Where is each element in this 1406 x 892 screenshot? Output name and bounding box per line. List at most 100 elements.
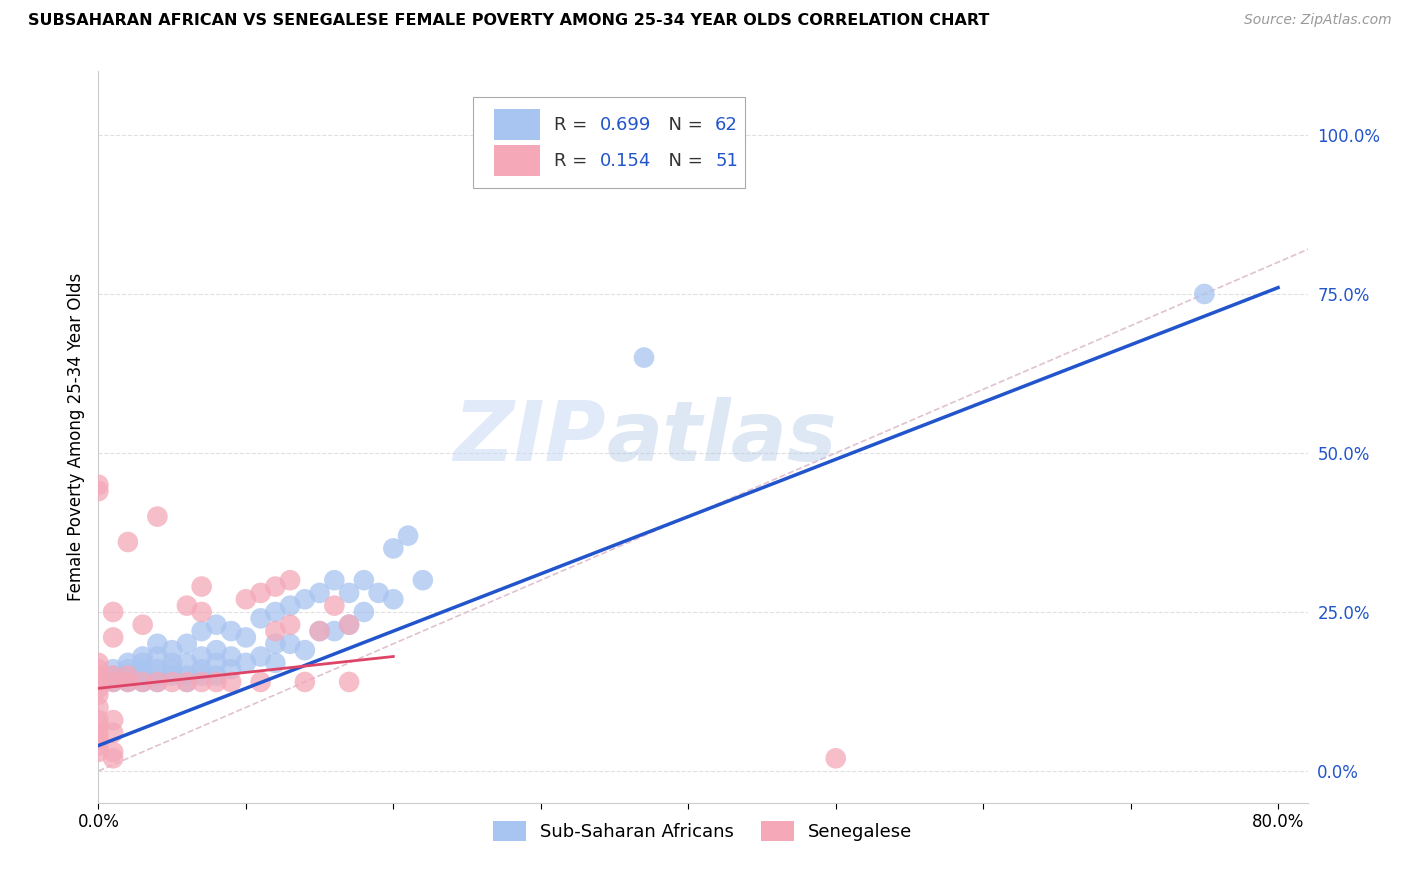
Point [87,484,110,499]
Point [87,668,110,682]
Text: 62: 62 [716,116,738,134]
Point [278,637,301,651]
Point [117,662,139,676]
Point [190,649,212,664]
Point [205,656,228,670]
Point [87,681,110,696]
Point [117,656,139,670]
Point [235,592,257,607]
Point [308,624,330,638]
Point [219,675,242,690]
Point [101,745,124,759]
Point [278,599,301,613]
Point [131,675,153,690]
Point [190,675,212,690]
Point [264,624,287,638]
Point [249,611,271,625]
Point [190,605,212,619]
Point [87,745,110,759]
Point [101,675,124,690]
Text: 0.154: 0.154 [600,152,651,169]
Point [117,675,139,690]
Point [87,739,110,753]
Text: N =: N = [657,116,709,134]
Point [382,541,405,556]
Point [160,656,183,670]
Point [101,631,124,645]
Point [131,656,153,670]
Point [101,675,124,690]
Point [249,675,271,690]
Point [117,668,139,682]
Point [146,675,169,690]
Point [176,675,198,690]
Point [235,656,257,670]
Point [146,675,169,690]
Point [87,675,110,690]
Point [101,668,124,682]
Text: 0.699: 0.699 [600,116,651,134]
Point [264,580,287,594]
Point [101,668,124,682]
Point [131,668,153,682]
Point [131,617,153,632]
Point [117,535,139,549]
Point [160,662,183,676]
Point [117,668,139,682]
Point [131,675,153,690]
Point [146,509,169,524]
Point [294,675,316,690]
Point [131,662,153,676]
Point [87,662,110,676]
Point [146,662,169,676]
FancyBboxPatch shape [474,97,745,188]
Point [264,637,287,651]
Point [353,605,375,619]
Y-axis label: Female Poverty Among 25-34 Year Olds: Female Poverty Among 25-34 Year Olds [66,273,84,601]
Point [1194,287,1216,301]
Point [235,631,257,645]
Point [323,599,346,613]
FancyBboxPatch shape [494,145,540,176]
Point [249,649,271,664]
Point [190,580,212,594]
Point [160,675,183,690]
Point [87,726,110,740]
Point [382,592,405,607]
Text: 51: 51 [716,152,738,169]
Point [264,656,287,670]
Point [190,668,212,682]
Point [131,649,153,664]
Text: R =: R = [554,152,593,169]
FancyBboxPatch shape [494,110,540,140]
Point [87,477,110,491]
Point [633,351,655,365]
Point [146,649,169,664]
Point [176,599,198,613]
Point [87,700,110,714]
Text: atlas: atlas [606,397,837,477]
Point [367,586,389,600]
Point [353,573,375,587]
Point [146,668,169,682]
Point [101,751,124,765]
Point [101,662,124,676]
Text: R =: R = [554,116,593,134]
Point [87,732,110,747]
Point [176,675,198,690]
Point [101,726,124,740]
Point [308,624,330,638]
Point [205,668,228,682]
Point [824,751,846,765]
Point [337,617,360,632]
Point [323,624,346,638]
Point [146,637,169,651]
Point [264,605,287,619]
Point [205,643,228,657]
Point [337,675,360,690]
Point [278,617,301,632]
Point [278,573,301,587]
Point [219,624,242,638]
Text: N =: N = [657,152,709,169]
Point [176,656,198,670]
